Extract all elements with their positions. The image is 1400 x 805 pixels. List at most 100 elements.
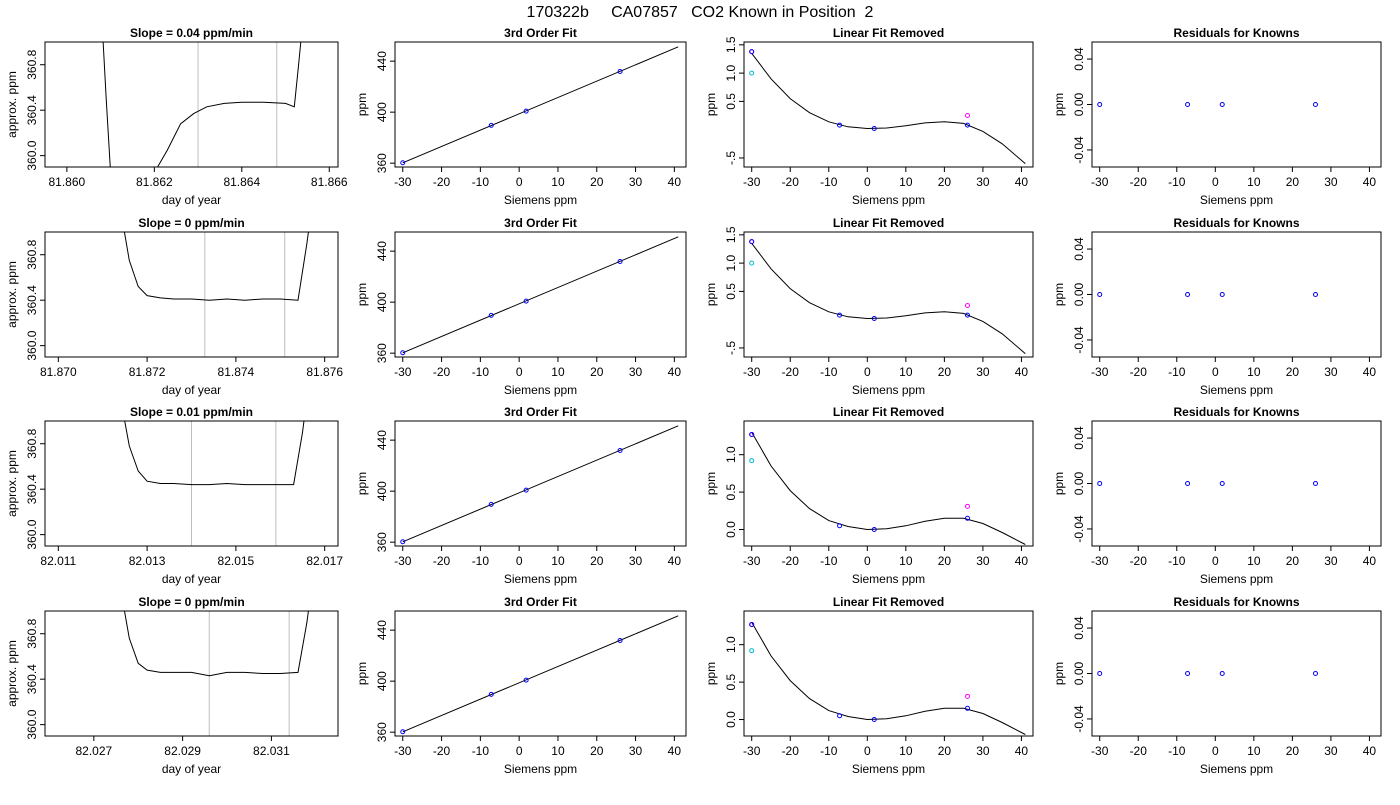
panel-title: Slope = 0.01 ppm/min — [130, 405, 253, 419]
panel-r3-c3: Linear Fit Removed -30 -20 -10 0 10 20 30 40 Siem… — [704, 405, 1034, 586]
known-point — [617, 258, 623, 264]
panel-frame — [1091, 420, 1382, 547]
x-axis-label: Siemens ppm — [504, 572, 577, 586]
x-tick-label: 30 — [629, 554, 643, 568]
panel-r1-c4: Residuals for Knowns -30 -20 -10 0 10 20 30 40 Si… — [1052, 26, 1382, 207]
y-tick-label: 1.0 — [724, 64, 738, 81]
plot-area — [749, 49, 1026, 164]
known-point — [1097, 292, 1103, 297]
y-axis-label: approx. ppm — [5, 71, 19, 138]
known-point — [1097, 102, 1103, 107]
known-point — [1312, 671, 1318, 676]
measured-point — [964, 693, 970, 699]
y-axis-label: ppm — [355, 93, 369, 116]
known-point — [871, 316, 877, 322]
y-axis-label: ppm — [355, 662, 369, 685]
x-tick-label: 0 — [1212, 175, 1219, 189]
y-tick-label: 360.0 — [25, 709, 39, 739]
x-tick-label: 0 — [516, 365, 523, 379]
panel-frame — [743, 420, 1034, 547]
panel-frame — [394, 420, 687, 547]
known-point — [749, 431, 755, 437]
trace-line — [123, 611, 309, 677]
panel-frame — [394, 41, 687, 168]
y-tick-label: -0.04 — [1072, 136, 1086, 164]
y-tick-label: 360.8 — [25, 618, 39, 648]
x-tick-label: 10 — [1247, 365, 1261, 379]
secondary-point — [749, 458, 755, 464]
panel-r2-c4: Residuals for Knowns -30 -20 -10 0 10 20 30 40 Si… — [1052, 216, 1382, 397]
y-tick-label: 360.0 — [25, 330, 39, 360]
fit-line — [402, 425, 679, 543]
x-tick-label: -20 — [1130, 365, 1148, 379]
y-tick-label: 440 — [375, 620, 389, 640]
measured-point — [964, 503, 970, 509]
x-axis-label: day of year — [162, 572, 221, 586]
panel-frame — [1091, 610, 1382, 737]
plot-area — [1097, 481, 1318, 486]
x-axis-label: day of year — [162, 193, 221, 207]
known-point — [837, 312, 843, 318]
y-tick-label: 360 — [375, 343, 389, 363]
x-axis-label: Siemens ppm — [1200, 193, 1273, 207]
x-tick-label: -10 — [1168, 554, 1186, 568]
x-axis-label: Siemens ppm — [504, 193, 577, 207]
plot-area — [749, 239, 1026, 354]
secondary-point — [749, 70, 755, 76]
x-tick-label: 30 — [629, 175, 643, 189]
y-tick-label: 440 — [375, 241, 389, 261]
fit-line — [402, 46, 679, 164]
plot-area — [123, 232, 309, 357]
y-tick-label: 1.5 — [724, 226, 738, 243]
y-tick-label: 1.5 — [724, 36, 738, 53]
y-tick-label: -0.04 — [1072, 705, 1086, 733]
y-axis-label: ppm — [1052, 662, 1066, 685]
x-axis-label: Siemens ppm — [1200, 762, 1273, 776]
x-tick-label: 81.862 — [136, 175, 173, 189]
x-tick-label: -10 — [472, 175, 490, 189]
plot-area — [102, 42, 302, 167]
x-tick-label: 20 — [1286, 744, 1300, 758]
panel-title: Linear Fit Removed — [833, 216, 944, 230]
known-point — [837, 713, 843, 719]
panel-r4-c1: Slope = 0 ppm/min 82.027 82.029 82.031 day o… — [5, 595, 339, 776]
known-point — [400, 350, 406, 356]
x-tick-label: -30 — [1091, 554, 1109, 568]
x-tick-label: 40 — [1015, 175, 1029, 189]
y-tick-label: 0.00 — [1072, 282, 1086, 306]
x-axis-label: Siemens ppm — [852, 572, 925, 586]
panel-r1-c1: Slope = 0.04 ppm/min 81.860 81.862 81.864 81… — [5, 26, 348, 207]
y-tick-label: 360 — [375, 722, 389, 742]
plot-area — [400, 615, 679, 735]
y-tick-label: -0.04 — [1072, 326, 1086, 354]
trace-line — [102, 42, 302, 167]
y-tick-label: 360 — [375, 532, 389, 552]
panel-title: 3rd Order Fit — [504, 595, 577, 609]
panel-title: 3rd Order Fit — [504, 405, 577, 419]
plot-area — [123, 611, 309, 736]
x-tick-label: 20 — [590, 175, 604, 189]
known-point — [400, 539, 406, 545]
known-point — [1185, 102, 1191, 107]
x-tick-label: 10 — [551, 365, 565, 379]
known-point — [964, 705, 970, 711]
panel-r4-c3: Linear Fit Removed -30 -20 -10 0 10 20 30 40 Siem… — [704, 595, 1034, 776]
y-axis-label: ppm — [704, 93, 718, 116]
x-tick-label: 30 — [976, 744, 990, 758]
panel-title: Residuals for Knowns — [1173, 405, 1299, 419]
x-tick-label: 40 — [1363, 744, 1377, 758]
x-tick-label: 81.872 — [129, 365, 166, 379]
known-point — [1219, 671, 1225, 676]
x-tick-label: -30 — [743, 175, 761, 189]
x-tick-label: -30 — [743, 365, 761, 379]
known-point — [964, 515, 970, 521]
x-tick-label: 82.031 — [253, 744, 290, 758]
panel-title: Residuals for Knowns — [1173, 216, 1299, 230]
y-axis-label: approx. ppm — [5, 640, 19, 707]
known-point — [488, 312, 494, 318]
known-point — [400, 729, 406, 735]
x-tick-label: 81.870 — [40, 365, 77, 379]
x-tick-label: 82.015 — [218, 554, 255, 568]
x-tick-label: -30 — [743, 554, 761, 568]
x-tick-label: -10 — [472, 554, 490, 568]
